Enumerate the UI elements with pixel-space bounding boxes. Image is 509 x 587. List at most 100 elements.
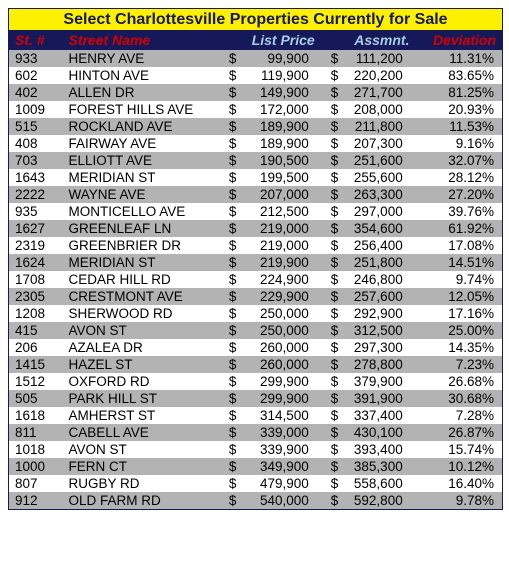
cell-assessment: $255,600 [325, 169, 416, 186]
cell-street-name: GREENLEAF LN [62, 220, 222, 237]
table-row: 1512OXFORD RD$299,900$379,90026.68% [9, 373, 502, 390]
cell-street-number: 206 [9, 339, 62, 356]
cell-list-price: $250,000 [223, 305, 325, 322]
cell-deviation: 14.51% [415, 254, 502, 271]
cell-list-price: $199,500 [223, 169, 325, 186]
cell-assessment: $592,800 [325, 492, 416, 509]
cell-street-name: RUGBY RD [62, 475, 222, 492]
cell-list-price: $212,500 [223, 203, 325, 220]
cell-street-number: 1708 [9, 271, 62, 288]
cell-street-number: 515 [9, 118, 62, 135]
cell-assessment: $251,800 [325, 254, 416, 271]
cell-assessment: $391,900 [325, 390, 416, 407]
cell-street-number: 415 [9, 322, 62, 339]
cell-street-name: ROCKLAND AVE [62, 118, 222, 135]
cell-street-name: SHERWOOD RD [62, 305, 222, 322]
cell-assessment: $251,600 [325, 152, 416, 169]
cell-assessment: $256,400 [325, 237, 416, 254]
cell-assessment: $111,200 [325, 50, 416, 67]
cell-list-price: $189,900 [223, 118, 325, 135]
cell-assessment: $385,300 [325, 458, 416, 475]
cell-deviation: 9.78% [415, 492, 502, 509]
table-row: 1415HAZEL ST$260,000$278,8007.23% [9, 356, 502, 373]
cell-street-name: MERIDIAN ST [62, 169, 222, 186]
table-row: 602HINTON AVE$119,900$220,20083.65% [9, 67, 502, 84]
cell-deviation: 7.23% [415, 356, 502, 373]
cell-assessment: $430,100 [325, 424, 416, 441]
cell-street-name: FERN CT [62, 458, 222, 475]
cell-street-name: WAYNE AVE [62, 186, 222, 203]
cell-list-price: $224,900 [223, 271, 325, 288]
cell-street-number: 402 [9, 84, 62, 101]
table-row: 515ROCKLAND AVE$189,900$211,80011.53% [9, 118, 502, 135]
cell-street-name: CABELL AVE [62, 424, 222, 441]
col-header-assessment: Assmnt. [325, 30, 416, 50]
cell-deviation: 9.16% [415, 135, 502, 152]
cell-deviation: 20.93% [415, 101, 502, 118]
cell-street-number: 1643 [9, 169, 62, 186]
table-title: Select Charlottesville Properties Curren… [9, 9, 502, 30]
table-row: 402ALLEN DR$149,900$271,70081.25% [9, 84, 502, 101]
cell-list-price: $299,900 [223, 373, 325, 390]
cell-street-name: HINTON AVE [62, 67, 222, 84]
cell-street-name: OXFORD RD [62, 373, 222, 390]
cell-list-price: $479,900 [223, 475, 325, 492]
table-row: 1018AVON ST$339,900$393,40015.74% [9, 441, 502, 458]
cell-assessment: $257,600 [325, 288, 416, 305]
cell-street-number: 2319 [9, 237, 62, 254]
cell-street-number: 1624 [9, 254, 62, 271]
cell-list-price: $149,900 [223, 84, 325, 101]
table-row: 408FAIRWAY AVE$189,900$207,3009.16% [9, 135, 502, 152]
cell-street-name: AVON ST [62, 322, 222, 339]
cell-list-price: $260,000 [223, 356, 325, 373]
cell-street-number: 1018 [9, 441, 62, 458]
cell-street-number: 505 [9, 390, 62, 407]
cell-assessment: $211,800 [325, 118, 416, 135]
cell-list-price: $190,500 [223, 152, 325, 169]
cell-list-price: $189,900 [223, 135, 325, 152]
cell-assessment: $271,700 [325, 84, 416, 101]
cell-street-name: CRESTMONT AVE [62, 288, 222, 305]
properties-table: St. # Street Name List Price Assmnt. Dev… [9, 30, 502, 509]
cell-street-number: 933 [9, 50, 62, 67]
table-body: 933HENRY AVE$99,900$111,20011.31%602HINT… [9, 50, 502, 509]
cell-deviation: 17.08% [415, 237, 502, 254]
cell-assessment: $393,400 [325, 441, 416, 458]
cell-list-price: $99,900 [223, 50, 325, 67]
table-row: 206AZALEA DR$260,000$297,30014.35% [9, 339, 502, 356]
table-header: St. # Street Name List Price Assmnt. Dev… [9, 30, 502, 50]
cell-street-number: 1000 [9, 458, 62, 475]
cell-list-price: $339,000 [223, 424, 325, 441]
cell-street-name: ALLEN DR [62, 84, 222, 101]
table-row: 1000FERN CT$349,900$385,30010.12% [9, 458, 502, 475]
properties-table-container: Select Charlottesville Properties Curren… [8, 8, 503, 510]
cell-assessment: $337,400 [325, 407, 416, 424]
cell-deviation: 28.12% [415, 169, 502, 186]
cell-street-name: HAZEL ST [62, 356, 222, 373]
col-header-list-price: List Price [223, 30, 325, 50]
cell-street-number: 1208 [9, 305, 62, 322]
cell-assessment: $246,800 [325, 271, 416, 288]
cell-assessment: $379,900 [325, 373, 416, 390]
cell-street-name: FOREST HILLS AVE [62, 101, 222, 118]
cell-street-number: 811 [9, 424, 62, 441]
table-row: 935MONTICELLO AVE$212,500$297,00039.76% [9, 203, 502, 220]
cell-list-price: $339,900 [223, 441, 325, 458]
cell-assessment: $220,200 [325, 67, 416, 84]
cell-street-number: 1627 [9, 220, 62, 237]
cell-deviation: 17.16% [415, 305, 502, 322]
cell-list-price: $207,000 [223, 186, 325, 203]
cell-list-price: $314,500 [223, 407, 325, 424]
cell-assessment: $208,000 [325, 101, 416, 118]
cell-street-name: CEDAR HILL RD [62, 271, 222, 288]
cell-street-name: HENRY AVE [62, 50, 222, 67]
cell-street-number: 1009 [9, 101, 62, 118]
cell-street-number: 2222 [9, 186, 62, 203]
cell-deviation: 39.76% [415, 203, 502, 220]
cell-list-price: $540,000 [223, 492, 325, 509]
col-header-deviation: Deviation [415, 30, 502, 50]
cell-deviation: 7.28% [415, 407, 502, 424]
table-row: 2305CRESTMONT AVE$229,900$257,60012.05% [9, 288, 502, 305]
cell-deviation: 9.74% [415, 271, 502, 288]
col-header-street-number: St. # [9, 30, 62, 50]
